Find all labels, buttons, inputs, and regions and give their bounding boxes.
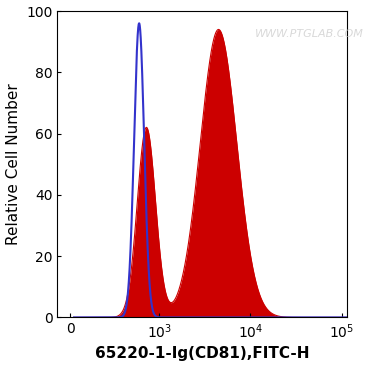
Y-axis label: Relative Cell Number: Relative Cell Number [6, 83, 21, 245]
X-axis label: 65220-1-Ig(CD81),FITC-H: 65220-1-Ig(CD81),FITC-H [95, 346, 310, 361]
Text: WWW.PTGLAB.COM: WWW.PTGLAB.COM [255, 29, 363, 39]
